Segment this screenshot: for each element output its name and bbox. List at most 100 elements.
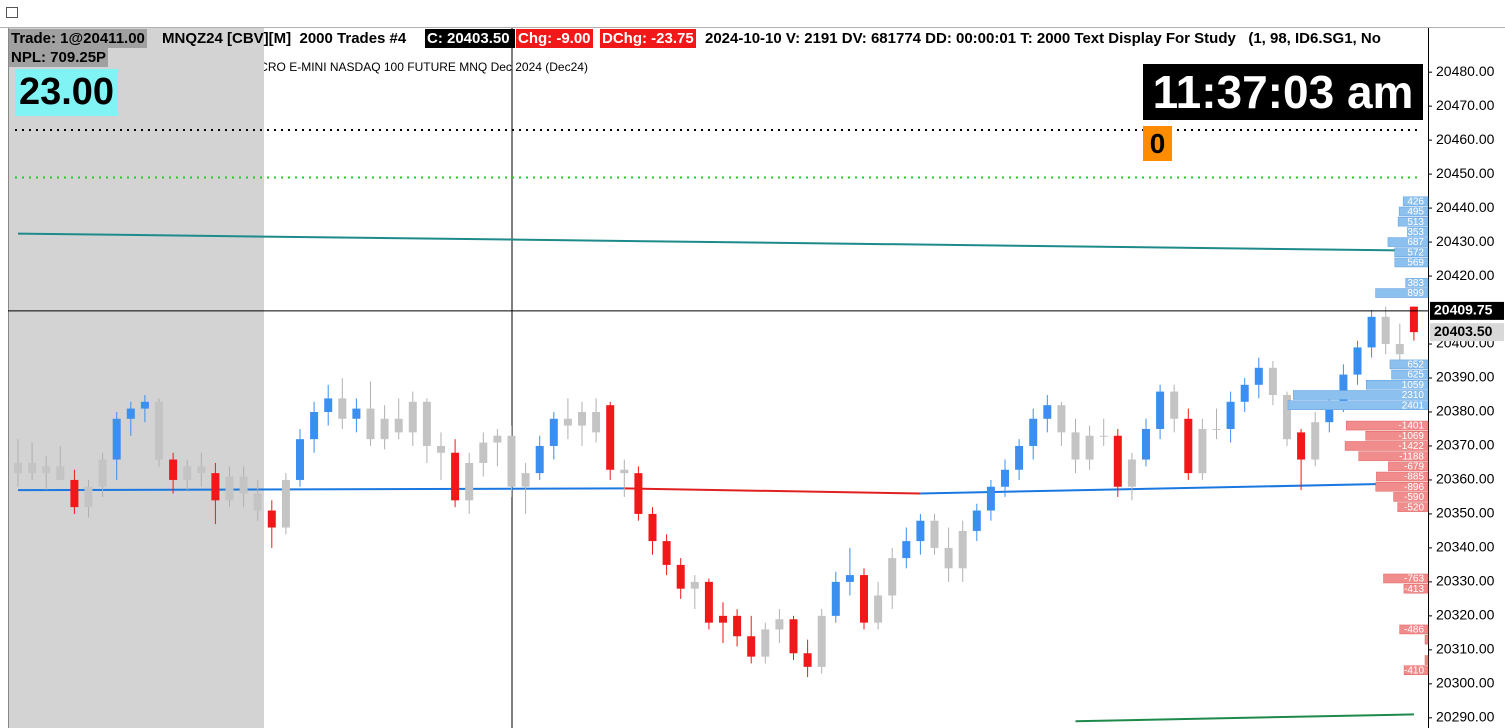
profile-label: -1401: [1398, 421, 1424, 432]
profile-bar: [1403, 665, 1429, 675]
candle-body: [690, 581, 699, 589]
candle-body: [775, 619, 784, 630]
profile-bar: [1389, 359, 1429, 370]
candle-body: [1029, 418, 1038, 446]
candle-body: [1198, 428, 1207, 474]
candle-body: [662, 541, 671, 565]
profile-bar: [1376, 471, 1429, 482]
candle-body: [338, 398, 347, 419]
candle-body: [1325, 401, 1334, 423]
candle-body: [296, 439, 304, 480]
profile-label: -590: [1404, 492, 1424, 503]
profile-bar: [1399, 624, 1429, 635]
profile-label: -885: [1404, 472, 1424, 483]
y-tick-label: 20320.00: [1436, 607, 1495, 623]
candle-body: [1254, 367, 1263, 385]
candle-body: [648, 513, 657, 542]
profile-label: 353: [1407, 227, 1424, 238]
profile-label: 2401: [1402, 400, 1425, 411]
candle-body: [451, 452, 460, 501]
candle-body: [507, 435, 516, 487]
candle-body: [14, 462, 22, 474]
candle-body: [1099, 435, 1108, 437]
candle-body: [902, 541, 911, 559]
candle-body: [549, 418, 558, 446]
profile-label: 513: [1407, 217, 1424, 228]
price-marker-box: [1430, 301, 1504, 320]
candle-body: [535, 445, 544, 474]
y-tick-label: 20480.00: [1436, 63, 1495, 79]
candle-body: [1057, 405, 1066, 433]
price-marker-label: 20403.50: [1434, 323, 1493, 339]
y-tick-label: 20370.00: [1436, 437, 1495, 453]
y-tick-label: 20470.00: [1436, 97, 1495, 113]
window-title-bar: MNQZ24 [CBV][M] 2000 Trades #4 L:1 | MIC…: [0, 0, 1505, 74]
candle-body: [1113, 435, 1122, 487]
candle-body: [1001, 469, 1009, 487]
profile-label: 572: [1407, 247, 1424, 258]
profile-bar: [1365, 431, 1429, 441]
candle-body: [817, 615, 826, 667]
candle-body: [211, 473, 220, 501]
profile-bar: [1388, 461, 1429, 472]
candle-body: [719, 615, 727, 623]
profile-bar: [1407, 227, 1429, 237]
candle-body: [366, 408, 375, 440]
y-tick-label: 20380.00: [1436, 403, 1495, 419]
candle-body: [592, 411, 601, 433]
study-value: 23.00: [15, 69, 118, 116]
profile-label: -1188: [1399, 451, 1424, 462]
candle-body: [98, 459, 107, 487]
profile-bar: [1293, 390, 1429, 400]
profile-label: 899: [1407, 288, 1424, 299]
daily-change-label: DChg: -23.75: [600, 29, 696, 48]
candle-body: [1311, 422, 1320, 460]
price-marker-box: [1430, 323, 1504, 342]
candle-body: [803, 653, 812, 667]
candle-body: [1043, 405, 1052, 419]
candle-body: [986, 486, 995, 511]
overlay-line: [17, 232, 1414, 252]
profile-bar: [1397, 502, 1429, 512]
y-tick-label: 20300.00: [1436, 675, 1495, 691]
candle-body: [676, 564, 685, 589]
candle-body: [465, 462, 474, 501]
profile-label: 569: [1407, 258, 1424, 269]
trade-label: Trade: 1@20411.00: [9, 29, 147, 48]
profile-bar: [1403, 583, 1429, 594]
profile-label: -486: [1404, 625, 1424, 636]
y-tick-label: 20430.00: [1436, 233, 1495, 249]
candle-body: [1071, 432, 1080, 460]
profile-bar: [1424, 634, 1429, 645]
window-icon: [6, 7, 18, 18]
candle-body: [394, 418, 403, 433]
candle-body: [1212, 428, 1221, 430]
candle-body: [140, 401, 149, 409]
info-label: 2024-10-10 V: 2191 DV: 681774 DD: 00:00:…: [705, 30, 1381, 47]
candle-body: [239, 476, 248, 494]
y-tick-label: 20460.00: [1436, 131, 1495, 147]
chart: 20480.00 20470.00 20460.00 20450.00 20440.00…: [8, 28, 1504, 728]
profile-label: -1422: [1398, 441, 1424, 452]
profile-bar: [1346, 420, 1429, 431]
profile-label: 495: [1407, 207, 1424, 218]
profile-bar: [1397, 216, 1429, 227]
profile-label: -15: [1410, 655, 1425, 666]
y-tick-label: 20420.00: [1436, 267, 1495, 283]
candle-body: [493, 435, 502, 443]
candle-body: [422, 401, 431, 446]
profile-bar: [1387, 237, 1429, 247]
y-tick-label: 20330.00: [1436, 573, 1495, 589]
profile-label: 1059: [1402, 380, 1425, 391]
y-tick-label: 20290.00: [1436, 709, 1495, 725]
candle-body: [324, 398, 333, 412]
candle-body: [874, 595, 883, 623]
profile-bar: [1366, 380, 1429, 390]
overlay-line: [1075, 713, 1414, 723]
close-label: C: 20403.50: [425, 29, 515, 48]
candle-body: [112, 418, 121, 460]
y-tick-label: 20360.00: [1436, 471, 1495, 487]
profile-label: -5: [1415, 635, 1424, 646]
candle-body: [845, 575, 854, 582]
